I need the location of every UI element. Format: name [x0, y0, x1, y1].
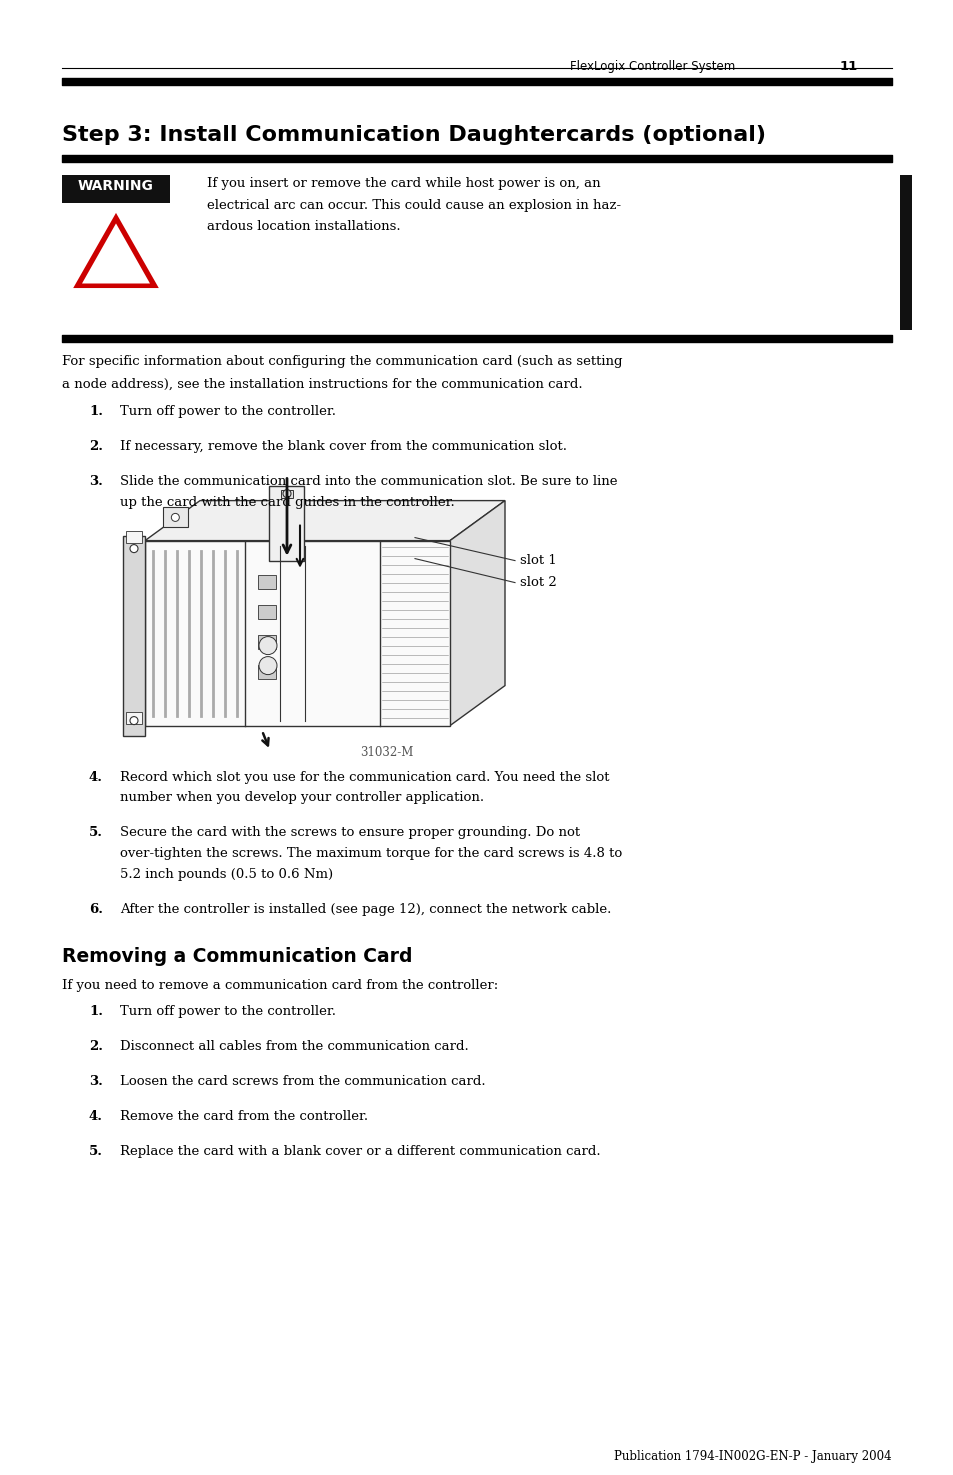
Text: !: !: [109, 242, 124, 276]
Text: 11: 11: [840, 60, 858, 72]
Circle shape: [172, 513, 179, 521]
Bar: [126, 531, 142, 543]
Bar: [257, 605, 275, 618]
Text: 31032-M: 31032-M: [359, 745, 413, 758]
Text: number when you develop your controller application.: number when you develop your controller …: [120, 792, 483, 804]
Text: Removing a Communication Card: Removing a Communication Card: [62, 947, 412, 966]
Text: 4.: 4.: [89, 770, 103, 783]
Bar: [126, 711, 142, 724]
Text: Secure the card with the screws to ensure proper grounding. Do not: Secure the card with the screws to ensur…: [120, 826, 579, 839]
Bar: [62, 176, 170, 204]
Text: slot 2: slot 2: [519, 575, 557, 589]
Text: Publication 1794-IN002G-EN-P - January 2004: Publication 1794-IN002G-EN-P - January 2…: [614, 1450, 891, 1463]
Text: slot 1: slot 1: [519, 553, 557, 566]
Text: Replace the card with a blank cover or a different communication card.: Replace the card with a blank cover or a…: [120, 1145, 600, 1158]
Polygon shape: [82, 223, 150, 283]
Text: Turn off power to the controller.: Turn off power to the controller.: [120, 1006, 335, 1018]
Circle shape: [258, 656, 276, 674]
Text: electrical arc can occur. This could cause an explosion in haz-: electrical arc can occur. This could cau…: [207, 199, 620, 211]
Circle shape: [283, 490, 291, 497]
Text: 1.: 1.: [89, 406, 103, 419]
Text: WARNING: WARNING: [78, 178, 153, 193]
Bar: [257, 575, 275, 589]
Text: Turn off power to the controller.: Turn off power to the controller.: [120, 406, 335, 419]
Text: over-tighten the screws. The maximum torque for the card screws is 4.8 to: over-tighten the screws. The maximum tor…: [120, 847, 621, 860]
Text: 6.: 6.: [89, 903, 103, 916]
Text: If you insert or remove the card while host power is on, an: If you insert or remove the card while h…: [207, 177, 600, 190]
Text: 2.: 2.: [89, 1040, 103, 1053]
Bar: [257, 634, 275, 649]
Text: 2.: 2.: [89, 440, 103, 453]
Text: 5.: 5.: [89, 826, 103, 839]
Bar: [257, 665, 275, 678]
Text: After the controller is installed (see page 12), connect the network cable.: After the controller is installed (see p…: [120, 903, 611, 916]
Text: Disconnect all cables from the communication card.: Disconnect all cables from the communica…: [120, 1040, 468, 1053]
Polygon shape: [123, 535, 145, 736]
Circle shape: [258, 637, 276, 655]
Text: 1.: 1.: [89, 1006, 103, 1018]
Text: Loosen the card screws from the communication card.: Loosen the card screws from the communic…: [120, 1075, 485, 1089]
Polygon shape: [269, 485, 304, 560]
Text: ardous location installations.: ardous location installations.: [207, 220, 400, 233]
Text: 3.: 3.: [89, 1075, 103, 1089]
Polygon shape: [450, 500, 504, 726]
Text: If necessary, remove the blank cover from the communication slot.: If necessary, remove the blank cover fro…: [120, 440, 566, 453]
Text: Step 3: Install Communication Daughtercards (optional): Step 3: Install Communication Daughterca…: [62, 125, 765, 145]
Text: 4.: 4.: [89, 1109, 103, 1122]
Circle shape: [130, 717, 138, 724]
Text: a node address), see the installation instructions for the communication card.: a node address), see the installation in…: [62, 378, 582, 391]
Polygon shape: [145, 541, 450, 726]
Text: If you need to remove a communication card from the controller:: If you need to remove a communication ca…: [62, 979, 497, 993]
Text: 5.: 5.: [89, 1145, 103, 1158]
Polygon shape: [145, 500, 504, 541]
Text: 3.: 3.: [89, 475, 103, 488]
Bar: [281, 490, 293, 497]
Text: For specific information about configuring the communication card (such as setti: For specific information about configuri…: [62, 355, 622, 367]
Text: Remove the card from the controller.: Remove the card from the controller.: [120, 1109, 368, 1122]
Text: up the card with the card guides in the controller.: up the card with the card guides in the …: [120, 496, 455, 509]
Text: Record which slot you use for the communication card. You need the slot: Record which slot you use for the commun…: [120, 770, 609, 783]
Text: 5.2 inch pounds (0.5 to 0.6 Nm): 5.2 inch pounds (0.5 to 0.6 Nm): [120, 867, 333, 881]
Text: Slide the communication card into the communication slot. Be sure to line: Slide the communication card into the co…: [120, 475, 617, 488]
Text: FlexLogix Controller System: FlexLogix Controller System: [569, 60, 735, 72]
Polygon shape: [75, 215, 157, 288]
Circle shape: [130, 544, 138, 553]
Polygon shape: [163, 507, 188, 528]
Bar: [899, 176, 911, 330]
